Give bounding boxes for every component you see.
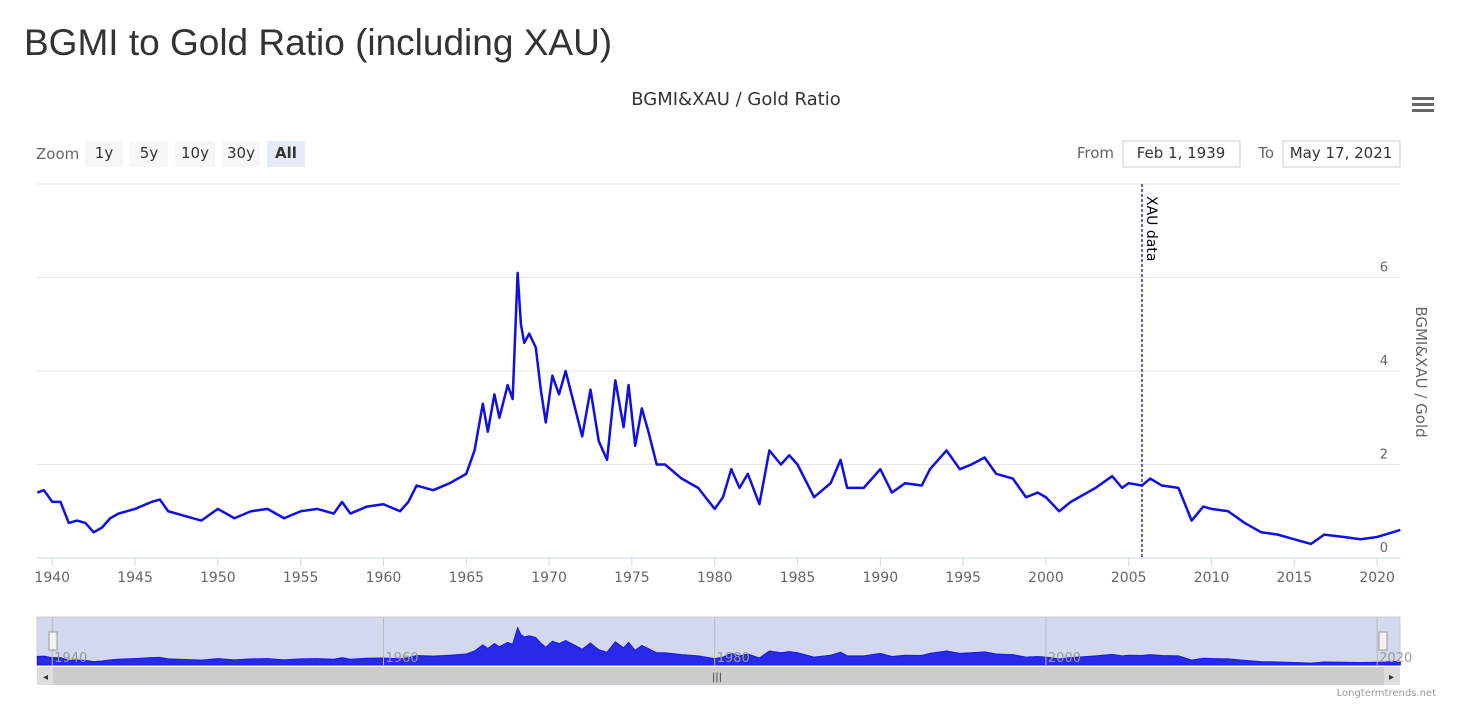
zoom-button-label: 30y — [227, 144, 255, 162]
zoom-label: Zoom — [36, 145, 79, 163]
x-tick-label: 1985 — [780, 570, 816, 586]
y-tick-label: 6 — [1380, 261, 1388, 276]
navigator-handle[interactable] — [1378, 631, 1388, 651]
zoom-button-label: 1y — [95, 144, 114, 162]
x-tick-label: 1955 — [283, 570, 319, 586]
zoom-button[interactable] — [130, 141, 168, 167]
x-tick-label: 2020 — [1359, 570, 1395, 586]
x-tick-label: 1980 — [697, 570, 733, 586]
navigator-tick-label: 2020 — [1379, 651, 1412, 666]
zoom-button-label: 5y — [140, 144, 159, 162]
navigator-tick-label: 1940 — [54, 651, 87, 666]
from-label: From — [1077, 144, 1114, 162]
from-value: Feb 1, 1939 — [1137, 144, 1226, 162]
menu-bar — [1412, 97, 1434, 100]
zoom-button-label: All — [275, 144, 297, 162]
menu-icon[interactable] — [1412, 97, 1434, 112]
from-input[interactable] — [1122, 140, 1241, 168]
to-value: May 17, 2021 — [1290, 144, 1393, 162]
navigator-tick-label: 2000 — [1048, 651, 1081, 666]
plot-line-label: XAU data — [1143, 196, 1159, 261]
zoom-button[interactable] — [267, 141, 305, 167]
x-tick-label: 1960 — [366, 570, 402, 586]
menu-bar — [1412, 103, 1434, 106]
y-axis-title: BGMI&XAU / Gold — [1412, 306, 1430, 437]
navigator-handle[interactable] — [48, 631, 58, 651]
y-tick-label: 4 — [1380, 354, 1388, 369]
x-tick-label: 1950 — [200, 570, 236, 586]
x-tick-label: 1995 — [945, 570, 981, 586]
x-tick-label: 2000 — [1028, 570, 1064, 586]
menu-bar — [1412, 109, 1434, 112]
scrollbar-thumb[interactable] — [53, 667, 1384, 685]
zoom-button[interactable] — [222, 141, 260, 167]
x-tick-label: 1945 — [117, 570, 153, 586]
x-tick-label: 1965 — [448, 570, 484, 586]
x-tick-label: 1990 — [862, 570, 898, 586]
navigator-tick-label: 1980 — [717, 651, 750, 666]
zoom-button[interactable] — [85, 141, 123, 167]
zoom-button-label: 10y — [181, 144, 209, 162]
credit: Longtermtrends.net — [1337, 688, 1436, 699]
page-title: BGMI to Gold Ratio (including XAU) — [24, 22, 613, 63]
x-tick-label: 1940 — [34, 570, 70, 586]
x-tick-label: 2010 — [1194, 570, 1230, 586]
scroll-right[interactable]: ▸ — [1389, 672, 1394, 683]
x-tick-label: 1975 — [614, 570, 650, 586]
x-tick-label: 2005 — [1111, 570, 1147, 586]
data-line — [36, 271, 1401, 546]
zoom-button[interactable] — [175, 141, 215, 167]
navigator-area — [36, 626, 1401, 666]
to-label: To — [1257, 144, 1274, 162]
y-tick-label: 2 — [1380, 448, 1388, 463]
navigator-tick-label: 1960 — [385, 651, 418, 666]
scroll-left[interactable]: ◂ — [43, 672, 48, 683]
scrollbar-grip: ||| — [712, 672, 722, 683]
x-tick-label: 1970 — [531, 570, 567, 586]
chart-title: BGMI&XAU / Gold Ratio — [631, 89, 841, 110]
x-tick-label: 2015 — [1277, 570, 1313, 586]
to-input[interactable] — [1282, 140, 1401, 168]
y-tick-label: 0 — [1380, 541, 1388, 556]
